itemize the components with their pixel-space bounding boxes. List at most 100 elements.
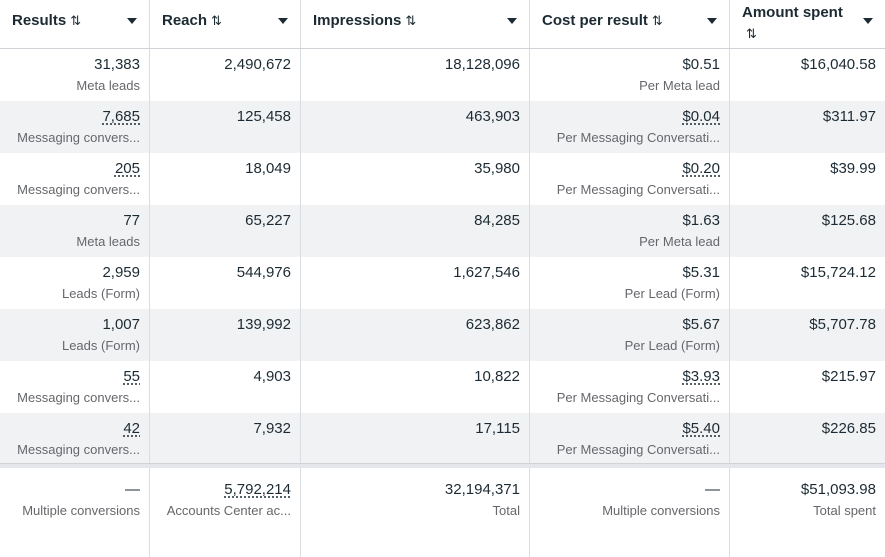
results-value: 2,959 <box>102 264 140 281</box>
reach-value: 125,458 <box>236 108 291 125</box>
table-header: Results ⇅ Reach ⇅ Impressions ⇅ Cost per re… <box>0 0 885 49</box>
column-header-amount-spent[interactable]: Amount spent ⇅ <box>730 0 885 48</box>
column-header-results[interactable]: Results ⇅ <box>0 0 150 48</box>
reach-cell: 2,490,672 <box>150 49 301 101</box>
cost-value[interactable]: $0.20 <box>682 160 720 177</box>
reach-cell: 139,992 <box>150 309 301 361</box>
chevron-down-icon[interactable] <box>507 18 517 24</box>
column-header-impressions[interactable]: Impressions ⇅ <box>301 0 530 48</box>
cost-type: Per Messaging Conversati... <box>556 442 720 457</box>
results-value: 31,383 <box>94 56 140 73</box>
impressions-cell: 84,285 <box>301 205 530 257</box>
reach-cell: 7,932 <box>150 413 301 465</box>
results-value[interactable]: 55 <box>123 368 140 385</box>
reach-cell: 544,976 <box>150 257 301 309</box>
summary-cost-sub: Multiple conversions <box>602 503 720 518</box>
cost-cell: $0.20 Per Messaging Conversati... <box>530 153 730 205</box>
cost-value: $5.67 <box>682 316 720 333</box>
table-row[interactable]: 205 Messaging convers... 18,049 35,980 $0.20… <box>0 153 885 205</box>
summary-results-cell: — Multiple conversions <box>0 468 150 557</box>
chevron-down-icon[interactable] <box>863 18 873 24</box>
sort-icon[interactable]: ⇅ <box>405 13 417 28</box>
table-body: 31,383 Meta leads 2,490,672 18,128,096 $0.51… <box>0 49 885 465</box>
reach-value: 65,227 <box>245 212 291 229</box>
cost-cell: $0.04 Per Messaging Conversati... <box>530 101 730 153</box>
impressions-value: 623,862 <box>465 316 520 333</box>
column-label: Impressions <box>313 12 402 29</box>
reach-value: 7,932 <box>253 420 291 437</box>
column-label: Cost per result <box>542 12 648 29</box>
results-cell: 7,685 Messaging convers... <box>0 101 150 153</box>
summary-amount-value: $51,093.98 <box>800 481 876 498</box>
summary-cost-value: — <box>705 481 720 498</box>
results-value: 77 <box>123 212 140 229</box>
amount-cell: $5,707.78 <box>730 309 885 361</box>
impressions-cell: 17,115 <box>301 413 530 465</box>
sort-icon[interactable]: ⇅ <box>70 13 82 28</box>
chevron-down-icon[interactable] <box>278 18 288 24</box>
summary-reach-cell: 5,792,214 Accounts Center ac... <box>150 468 301 557</box>
column-header-reach[interactable]: Reach ⇅ <box>150 0 301 48</box>
amount-value: $16,040.58 <box>800 56 876 73</box>
sort-icon[interactable]: ⇅ <box>211 13 222 28</box>
summary-divider <box>0 463 885 468</box>
results-type: Meta leads <box>76 78 140 93</box>
cost-value: $5.31 <box>682 264 720 281</box>
cost-value[interactable]: $5.40 <box>682 420 720 437</box>
impressions-cell: 1,627,546 <box>301 257 530 309</box>
reach-value: 18,049 <box>245 160 291 177</box>
impressions-value: 463,903 <box>465 108 520 125</box>
results-value[interactable]: 205 <box>114 160 140 177</box>
results-type: Messaging convers... <box>17 390 140 405</box>
results-cell: 2,959 Leads (Form) <box>0 257 150 309</box>
sort-icon[interactable]: ⇅ <box>746 26 757 41</box>
chevron-down-icon[interactable] <box>707 18 717 24</box>
results-type: Leads (Form) <box>61 338 140 353</box>
results-value[interactable]: 42 <box>123 420 140 437</box>
cost-cell: $5.31 Per Lead (Form) <box>530 257 730 309</box>
results-cell: 55 Messaging convers... <box>0 361 150 413</box>
impressions-cell: 18,128,096 <box>301 49 530 101</box>
results-type: Messaging convers... <box>17 442 140 457</box>
amount-cell: $15,724.12 <box>730 257 885 309</box>
summary-reach-value[interactable]: 5,792,214 <box>224 481 291 498</box>
amount-cell: $39.99 <box>730 153 885 205</box>
reach-value: 2,490,672 <box>224 56 291 73</box>
table-row[interactable]: 31,383 Meta leads 2,490,672 18,128,096 $0.51… <box>0 49 885 101</box>
results-type: Leads (Form) <box>61 286 140 301</box>
column-label: Reach <box>162 12 208 29</box>
table-row[interactable]: 2,959 Leads (Form) 544,976 1,627,546 $5.31 Pe… <box>0 257 885 309</box>
reach-cell: 18,049 <box>150 153 301 205</box>
cost-value: $1.63 <box>682 212 720 229</box>
amount-value: $15,724.12 <box>800 264 876 281</box>
column-header-cost-per-result[interactable]: Cost per result ⇅ <box>530 0 730 48</box>
table-row[interactable]: 42 Messaging convers... 7,932 17,115 $5.40 Pe… <box>0 413 885 465</box>
reach-cell: 125,458 <box>150 101 301 153</box>
impressions-value: 10,822 <box>474 368 520 385</box>
amount-cell: $125.68 <box>730 205 885 257</box>
cost-cell: $3.93 Per Messaging Conversati... <box>530 361 730 413</box>
summary-results-value: — <box>125 481 140 498</box>
amount-value: $39.99 <box>830 160 876 177</box>
impressions-value: 84,285 <box>474 212 520 229</box>
cost-value[interactable]: $3.93 <box>682 368 720 385</box>
results-value[interactable]: 7,685 <box>102 108 140 125</box>
results-value: 1,007 <box>102 316 140 333</box>
table-row[interactable]: 55 Messaging convers... 4,903 10,822 $3.93 Pe… <box>0 361 885 413</box>
cost-type: Per Lead (Form) <box>624 286 720 301</box>
cost-cell: $5.40 Per Messaging Conversati... <box>530 413 730 465</box>
sort-icon[interactable]: ⇅ <box>651 13 663 28</box>
table-row[interactable]: 77 Meta leads 65,227 84,285 $1.63 Per Meta le… <box>0 205 885 257</box>
summary-row: — Multiple conversions 5,792,214 Account… <box>0 468 885 557</box>
table-row[interactable]: 1,007 Leads (Form) 139,992 623,862 $5.67 Per … <box>0 309 885 361</box>
table-row[interactable]: 7,685 Messaging convers... 125,458 463,903 $… <box>0 101 885 153</box>
impressions-cell: 35,980 <box>301 153 530 205</box>
cost-value[interactable]: $0.04 <box>682 108 720 125</box>
impressions-cell: 463,903 <box>301 101 530 153</box>
chevron-down-icon[interactable] <box>127 18 137 24</box>
summary-amount-sub: Total spent <box>813 503 876 518</box>
results-cell: 31,383 Meta leads <box>0 49 150 101</box>
results-cell: 42 Messaging convers... <box>0 413 150 465</box>
results-type: Meta leads <box>76 234 140 249</box>
